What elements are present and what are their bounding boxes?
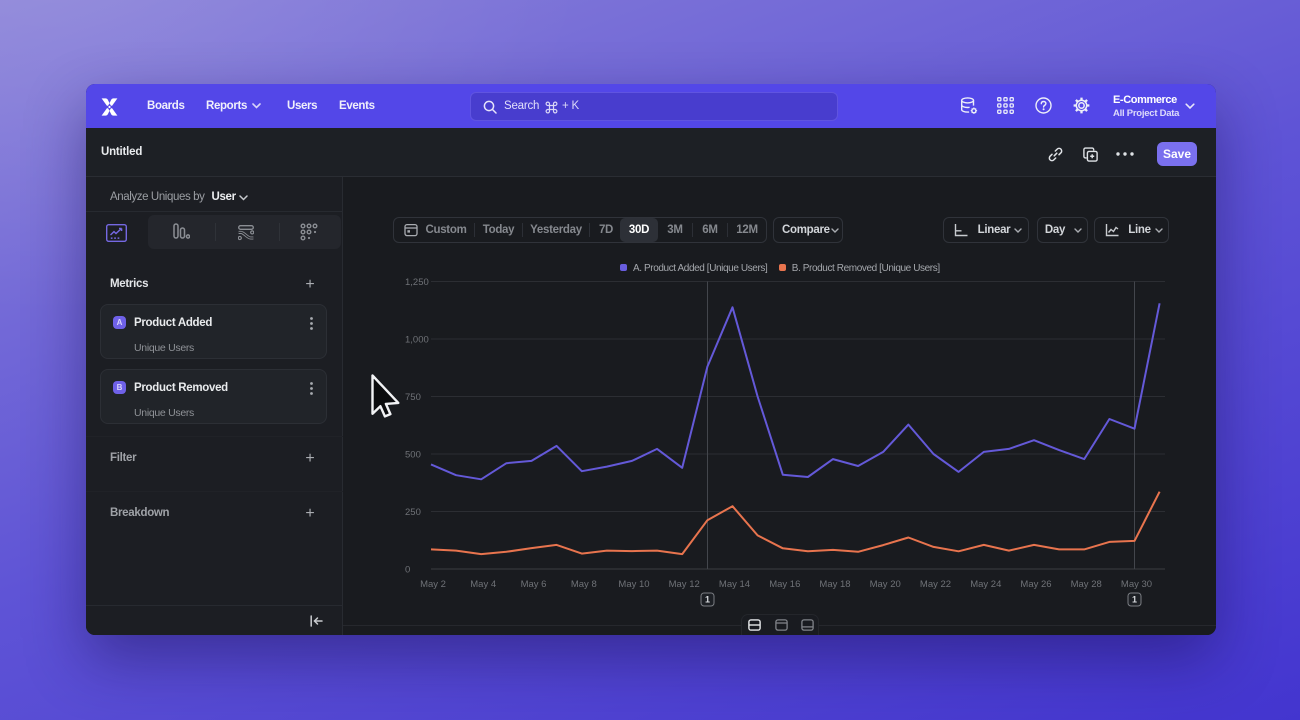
svg-text:May 22: May 22 [920, 579, 951, 590]
svg-text:May 18: May 18 [819, 579, 850, 590]
svg-text:May 4: May 4 [470, 579, 496, 590]
svg-text:0: 0 [405, 565, 410, 576]
svg-text:May 8: May 8 [571, 579, 597, 590]
svg-text:750: 750 [405, 392, 421, 403]
svg-text:May 12: May 12 [669, 579, 700, 590]
svg-text:250: 250 [405, 507, 421, 518]
svg-text:May 10: May 10 [618, 579, 649, 590]
svg-text:May 14: May 14 [719, 579, 750, 590]
svg-text:1,000: 1,000 [405, 335, 429, 346]
svg-text:May 6: May 6 [521, 579, 547, 590]
svg-text:1: 1 [1132, 595, 1137, 605]
svg-text:May 16: May 16 [769, 579, 800, 590]
svg-text:May 2: May 2 [420, 579, 446, 590]
svg-text:1,250: 1,250 [405, 277, 429, 288]
svg-text:1: 1 [705, 595, 710, 605]
svg-text:May 30: May 30 [1121, 579, 1152, 590]
svg-text:May 28: May 28 [1071, 579, 1102, 590]
svg-text:May 24: May 24 [970, 579, 1001, 590]
svg-text:May 20: May 20 [870, 579, 901, 590]
svg-text:500: 500 [405, 450, 421, 461]
svg-text:May 26: May 26 [1020, 579, 1051, 590]
